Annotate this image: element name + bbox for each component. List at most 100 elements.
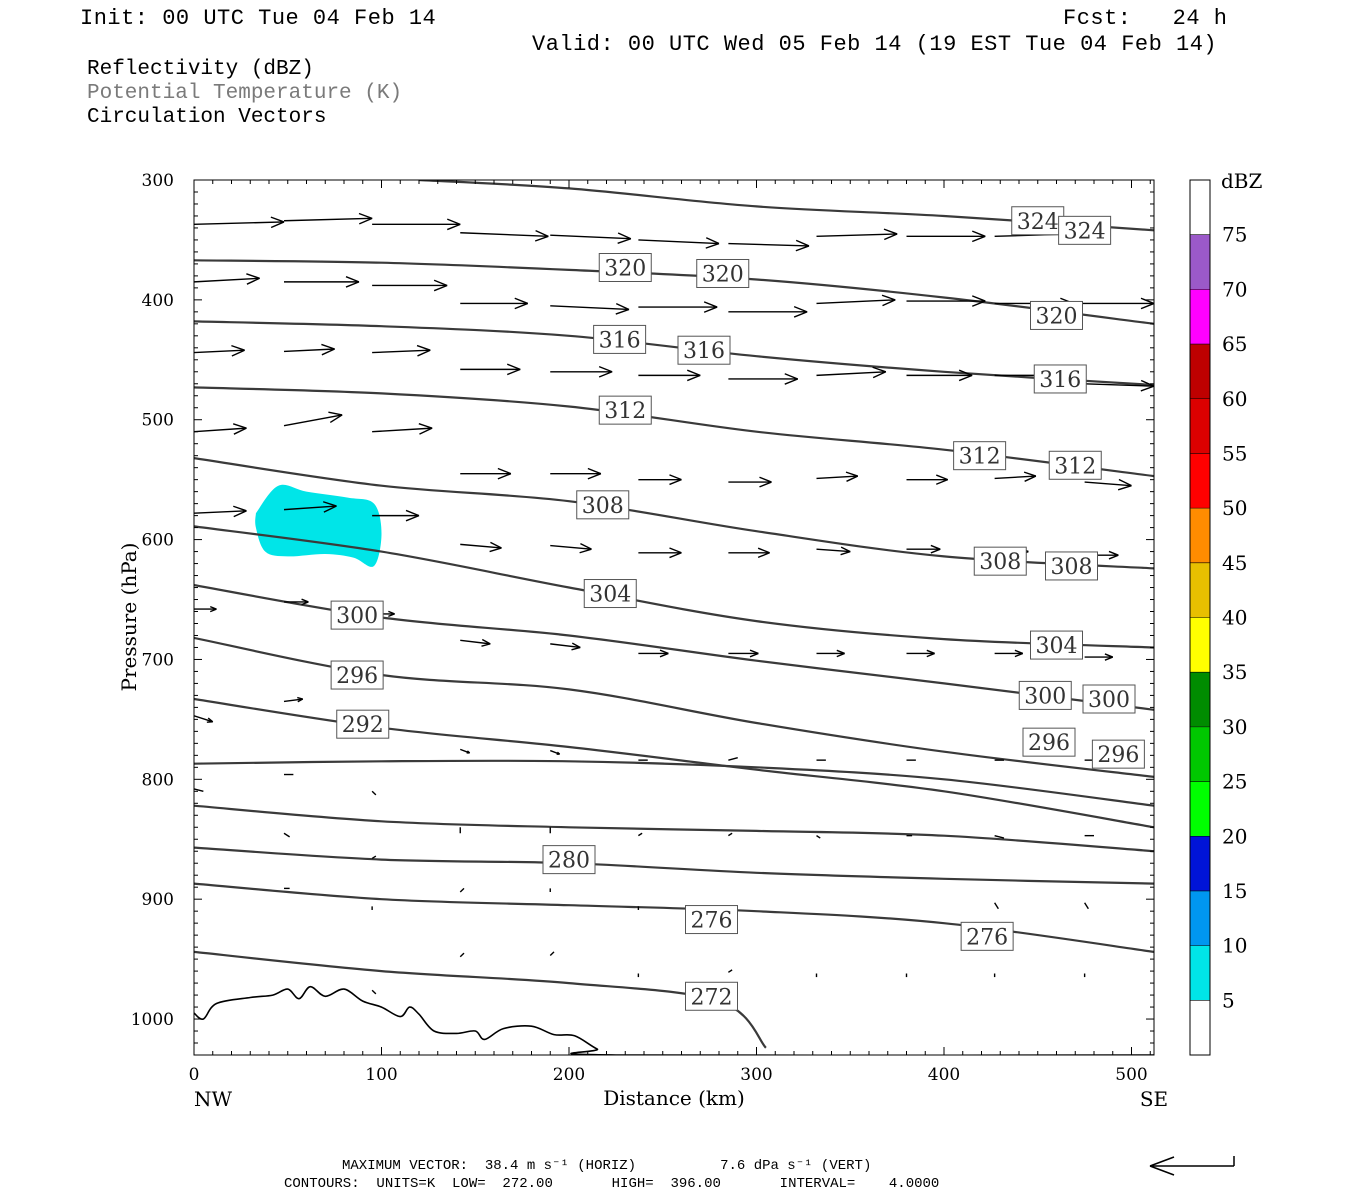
vector-shaft — [727, 969, 733, 973]
vector-head — [598, 365, 613, 373]
y-axis-title: Pressure (hPa) — [117, 543, 141, 692]
vector-head — [1117, 484, 1132, 491]
vector-head — [587, 473, 602, 480]
vector-shaft — [1084, 902, 1089, 910]
circulation-vector — [816, 835, 821, 839]
vector-head — [926, 652, 935, 658]
theta-label: 296 — [336, 664, 378, 689]
vector-head — [598, 371, 613, 378]
valid-time: Valid: 00 UTC Wed 05 Feb 14 (19 EST Tue … — [532, 32, 1218, 57]
vector-head — [617, 238, 632, 245]
theta-label-box — [685, 981, 738, 1011]
vector-head — [231, 349, 245, 357]
vector-shaft — [637, 832, 643, 837]
vector-shaft — [550, 544, 592, 550]
reflectivity-layer — [255, 484, 382, 567]
forecast-hour: Fcst: 24 h — [1063, 6, 1228, 31]
vector-head — [446, 223, 461, 231]
vector-head — [749, 652, 759, 658]
theta-contour-316 — [194, 320, 1154, 387]
theta-label-box — [583, 579, 637, 609]
vector-shaft — [283, 217, 373, 222]
vector-head — [446, 218, 461, 225]
theta-label: 308 — [582, 494, 624, 519]
contours-info: CONTOURS: UNITS=K LOW= 272.00 HIGH= 396.… — [284, 1176, 940, 1192]
vector-head — [358, 212, 373, 220]
vector-head — [669, 547, 682, 554]
circulation-vector — [906, 369, 973, 382]
theta-label: 320 — [604, 257, 646, 282]
theta-label-box — [1091, 739, 1145, 769]
plot-frame — [193, 179, 1155, 1056]
vector-head — [883, 228, 898, 235]
y-tick-label: 500 — [142, 411, 174, 431]
vector-shaft — [994, 834, 1005, 839]
vector-head — [405, 514, 420, 522]
theta-label-box — [576, 490, 630, 520]
circulation-vector — [727, 969, 733, 973]
colorbar-label: 55 — [1222, 441, 1247, 465]
circulation-vector — [816, 294, 896, 307]
vector-head — [1014, 652, 1024, 658]
colorbar-title: dBZ — [1221, 169, 1263, 193]
circulation-vector — [994, 649, 1024, 658]
vector-head — [935, 474, 949, 481]
theta-label-box — [1045, 551, 1098, 581]
colorbar-label: 70 — [1222, 277, 1247, 301]
colorbar-label: 5 — [1222, 988, 1235, 1012]
y-tick-label: 900 — [142, 890, 174, 910]
theta-label: 300 — [336, 604, 378, 629]
terrain-layer — [194, 985, 1154, 1055]
vector-shaft — [194, 510, 247, 514]
vector-head — [490, 541, 502, 549]
vector-head — [1023, 471, 1037, 477]
vector-shaft — [371, 855, 377, 860]
reflectivity-area — [255, 484, 382, 567]
vector-shaft — [459, 952, 465, 958]
vector-head — [840, 546, 851, 553]
vector-head — [497, 473, 512, 480]
vector-shaft — [1084, 383, 1154, 387]
field-reflectivity: Reflectivity (dBZ) — [87, 58, 314, 81]
vector-head — [1104, 653, 1114, 658]
circulation-vector — [371, 989, 377, 995]
vector-head — [669, 474, 682, 481]
vector-head — [345, 281, 360, 288]
vector-head — [418, 423, 433, 429]
vector-shaft — [550, 234, 631, 240]
vector-head — [297, 698, 304, 703]
circulation-vector — [638, 237, 720, 249]
vector-head — [419, 427, 433, 435]
vector-head — [328, 411, 343, 416]
circulation-vector — [637, 832, 643, 837]
circulation-vector — [283, 696, 304, 703]
colorbar: 5 10 15 20 25 30 35 40 45 50 55 60 65 70 75 — [1189, 179, 1247, 1056]
colorbar-segment — [1190, 836, 1210, 891]
circulation-vector — [1084, 902, 1089, 910]
vector-head — [571, 646, 581, 651]
vector-head — [246, 277, 260, 285]
vector-head — [884, 233, 898, 241]
vector-shaft — [194, 427, 247, 433]
colorbar-segment — [1190, 234, 1210, 290]
vector-head — [840, 550, 851, 556]
circulation-vector — [1084, 478, 1132, 491]
vector-head — [571, 642, 581, 649]
theta-label: 316 — [599, 328, 641, 353]
x-tick-label: 0 — [189, 1065, 200, 1085]
vector-head — [686, 369, 701, 377]
vector-head — [1014, 649, 1024, 655]
vector-head — [209, 608, 217, 613]
vector-head — [705, 237, 720, 245]
x-tick-label: 500 — [1115, 1065, 1147, 1085]
x-tick-label: 100 — [365, 1065, 397, 1085]
colorbar-segment — [1190, 672, 1210, 727]
theta-label: 320 — [702, 262, 744, 287]
vector-shaft — [371, 790, 377, 796]
circulation-vector — [194, 423, 247, 435]
vector-head — [514, 302, 529, 310]
vector-shaft — [638, 239, 720, 245]
theta-label-box — [1030, 630, 1083, 660]
theta-label-box — [1082, 684, 1136, 714]
y-tick-label: 600 — [142, 531, 174, 551]
